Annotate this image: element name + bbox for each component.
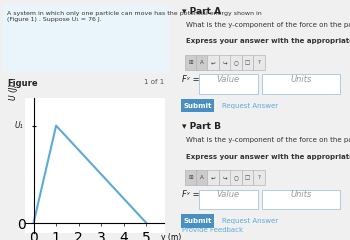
Text: Value: Value [216, 75, 239, 84]
FancyBboxPatch shape [4, 5, 168, 72]
FancyBboxPatch shape [207, 55, 219, 70]
Text: Value: Value [216, 190, 239, 199]
Text: ▾ Part A: ▾ Part A [182, 7, 221, 16]
Text: Request Answer: Request Answer [222, 218, 278, 224]
Text: Fʸ =: Fʸ = [182, 190, 199, 199]
Text: Express your answer with the appropriate units.: Express your answer with the appropriate… [186, 38, 350, 44]
FancyBboxPatch shape [199, 190, 258, 209]
Text: Units: Units [290, 75, 312, 84]
X-axis label: y (m): y (m) [161, 233, 182, 240]
Text: What is the y-component of the force on the particle at y = 0.5 m ?: What is the y-component of the force on … [186, 22, 350, 28]
FancyBboxPatch shape [185, 55, 197, 70]
FancyBboxPatch shape [185, 170, 197, 185]
FancyBboxPatch shape [230, 55, 242, 70]
FancyBboxPatch shape [241, 170, 253, 185]
Text: ⊞: ⊞ [188, 175, 193, 180]
FancyBboxPatch shape [253, 170, 265, 185]
FancyBboxPatch shape [199, 74, 258, 94]
FancyBboxPatch shape [181, 99, 214, 112]
FancyBboxPatch shape [196, 170, 208, 185]
FancyBboxPatch shape [262, 190, 340, 209]
Text: ?: ? [257, 175, 260, 180]
Text: Express your answer with the appropriate units.: Express your answer with the appropriate… [186, 154, 350, 160]
Text: Fʸ =: Fʸ = [182, 75, 199, 84]
FancyBboxPatch shape [262, 74, 340, 94]
Text: ○: ○ [234, 60, 238, 65]
FancyBboxPatch shape [181, 214, 214, 228]
Text: Units: Units [290, 190, 312, 199]
Text: A system in which only one particle can move has the potential energy shown in
(: A system in which only one particle can … [7, 11, 261, 22]
Text: U₁: U₁ [15, 121, 23, 130]
FancyBboxPatch shape [207, 170, 219, 185]
Text: A: A [200, 60, 204, 65]
FancyBboxPatch shape [241, 55, 253, 70]
Text: 1 of 1: 1 of 1 [145, 79, 164, 85]
Text: Provide Feedback: Provide Feedback [182, 227, 243, 233]
Text: Submit: Submit [183, 103, 212, 109]
FancyBboxPatch shape [219, 170, 231, 185]
Text: ↩: ↩ [211, 175, 216, 180]
FancyBboxPatch shape [253, 55, 265, 70]
Text: Submit: Submit [183, 218, 212, 224]
FancyBboxPatch shape [230, 170, 242, 185]
FancyBboxPatch shape [196, 55, 208, 70]
FancyBboxPatch shape [219, 55, 231, 70]
Text: What is the y-component of the force on the particle at y = 4 m?: What is the y-component of the force on … [186, 137, 350, 143]
Text: □: □ [245, 60, 250, 65]
Text: ↪: ↪ [222, 175, 227, 180]
Y-axis label: U (J): U (J) [8, 84, 18, 100]
Text: ▾ Part B: ▾ Part B [182, 122, 221, 132]
Text: ↪: ↪ [222, 60, 227, 65]
Text: ○: ○ [234, 175, 238, 180]
Text: A: A [200, 175, 204, 180]
Text: Request Answer: Request Answer [222, 103, 278, 109]
Text: Figure: Figure [7, 79, 37, 88]
Text: ?: ? [257, 60, 260, 65]
Text: ↩: ↩ [211, 60, 216, 65]
Text: ⊞: ⊞ [188, 60, 193, 65]
Text: □: □ [245, 175, 250, 180]
